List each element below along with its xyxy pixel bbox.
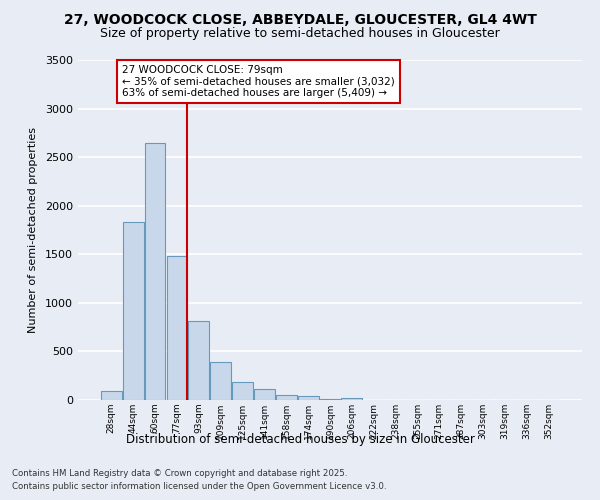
Bar: [254, 389, 275, 400]
Bar: [145, 142, 166, 400]
Text: 27 WOODCOCK CLOSE: 79sqm
← 35% of semi-detached houses are smaller (3,032)
63% o: 27 WOODCOCK CLOSE: 79sqm ← 35% of semi-d…: [122, 65, 395, 98]
Bar: [276, 394, 296, 400]
Text: Size of property relative to semi-detached houses in Gloucester: Size of property relative to semi-detach…: [100, 28, 500, 40]
Bar: [101, 391, 122, 400]
Bar: [298, 396, 319, 400]
Text: Contains HM Land Registry data © Crown copyright and database right 2025.: Contains HM Land Registry data © Crown c…: [12, 468, 347, 477]
Text: Distribution of semi-detached houses by size in Gloucester: Distribution of semi-detached houses by …: [125, 432, 475, 446]
Bar: [320, 399, 340, 400]
Text: 27, WOODCOCK CLOSE, ABBEYDALE, GLOUCESTER, GL4 4WT: 27, WOODCOCK CLOSE, ABBEYDALE, GLOUCESTE…: [64, 12, 536, 26]
Bar: [123, 222, 143, 400]
Bar: [210, 362, 231, 400]
Bar: [188, 322, 209, 400]
Y-axis label: Number of semi-detached properties: Number of semi-detached properties: [28, 127, 38, 333]
Text: Contains public sector information licensed under the Open Government Licence v3: Contains public sector information licen…: [12, 482, 386, 491]
Bar: [232, 382, 253, 400]
Bar: [167, 256, 187, 400]
Bar: [341, 398, 362, 400]
